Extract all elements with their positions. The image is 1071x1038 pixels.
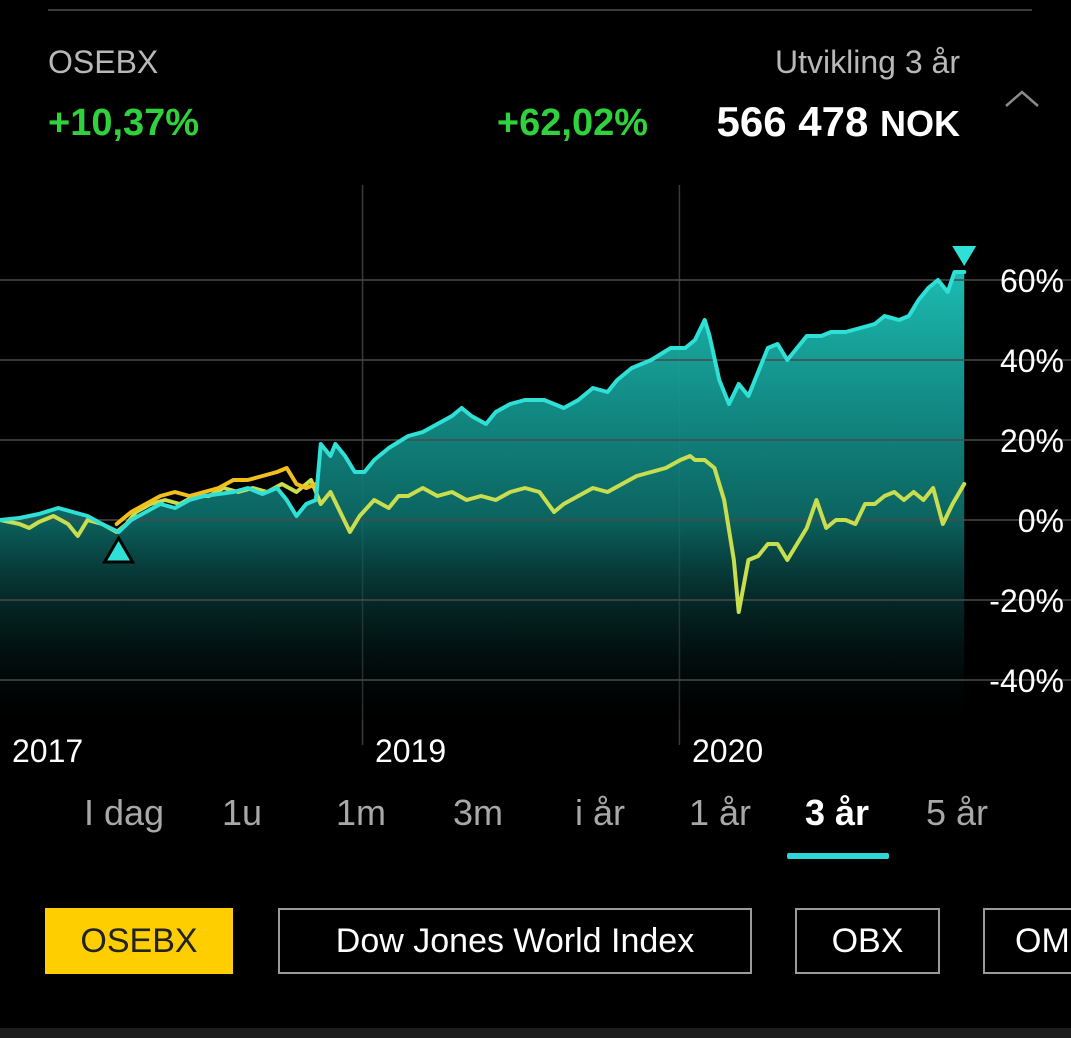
highlight-series-line <box>114 466 318 526</box>
y-tick-label: 20% <box>1000 423 1064 459</box>
tab-i-dag[interactable]: I dag <box>84 792 165 833</box>
chip-dow-jones-world-index[interactable]: Dow Jones World Index <box>278 908 752 974</box>
chip-om[interactable]: OM <box>983 908 1071 974</box>
x-tick-label: 2017 <box>12 733 83 769</box>
benchmark-change: +10,37% <box>48 102 200 144</box>
max-marker-icon <box>952 246 977 266</box>
chip-obx[interactable]: OBX <box>795 908 940 974</box>
y-tick-label: 0% <box>1018 503 1064 539</box>
tab-3-ar[interactable]: 3 år <box>805 792 870 833</box>
fund-series-line <box>0 270 967 534</box>
bottom-bar <box>0 1028 1071 1038</box>
tab-1m[interactable]: 1m <box>336 792 387 833</box>
chip-osebx[interactable]: OSEBX <box>45 908 233 974</box>
active-tab-indicator <box>787 853 889 859</box>
fund-value-currency: NOK <box>880 103 960 144</box>
fund-value: 566 478 NOK <box>717 98 961 146</box>
performance-chart: 60% 40% 20% 0% -20% -40% 2017 2019 2020 <box>0 185 1071 769</box>
x-tick-label: 2020 <box>692 733 763 769</box>
tab-1-ar[interactable]: 1 år <box>689 792 752 833</box>
chevron-up-icon <box>1005 90 1039 107</box>
x-tick-label: 2019 <box>375 733 446 769</box>
benchmark-name: OSEBX <box>48 44 159 80</box>
collapse-button[interactable] <box>1002 84 1042 114</box>
fund-value-amount: 566 478 <box>716 98 869 145</box>
y-tick-label: 40% <box>1000 343 1064 379</box>
tab-1u[interactable]: 1u <box>222 792 263 833</box>
top-divider <box>48 9 1032 11</box>
y-tick-label: -40% <box>989 663 1064 699</box>
y-tick-label: -20% <box>989 583 1064 619</box>
tab-3m[interactable]: 3m <box>453 792 504 833</box>
period-tabs: I dag 1u 1m 3m i år 1 år 3 år 5 år <box>0 792 1071 862</box>
tab-i-ar[interactable]: i år <box>575 792 626 833</box>
tab-5-ar[interactable]: 5 år <box>926 792 989 833</box>
min-marker-icon <box>101 535 136 564</box>
period-label: Utvikling 3 år <box>775 44 960 80</box>
y-tick-label: 60% <box>1000 263 1064 299</box>
benchmark-series-line <box>0 454 967 614</box>
fund-change: +62,02% <box>496 102 648 144</box>
